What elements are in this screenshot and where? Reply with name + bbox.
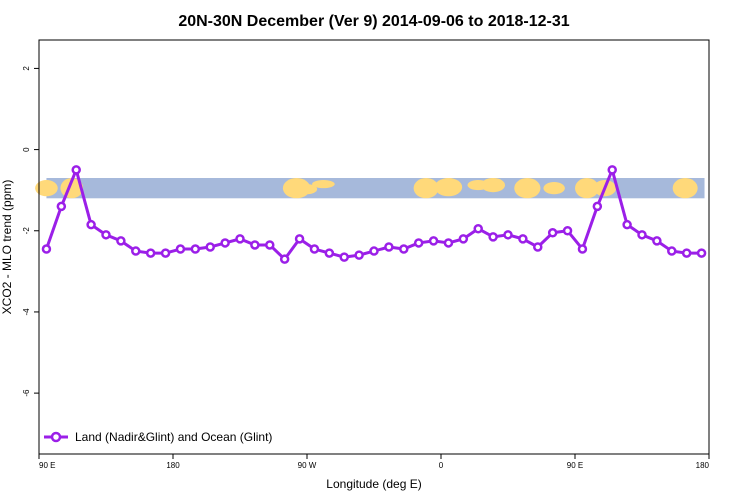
data-point — [101, 230, 111, 240]
map-land — [514, 178, 541, 199]
world-map-band — [35, 178, 705, 199]
data-point — [399, 244, 409, 254]
data-point — [41, 244, 52, 254]
series-layer — [41, 165, 707, 264]
data-point — [443, 238, 454, 248]
map-land — [481, 178, 506, 193]
data-point — [250, 240, 260, 250]
legend-marker-swatch — [50, 431, 62, 443]
data-point — [577, 244, 588, 254]
x-axis: 90 E 180 90 W 0 90 E 180 — [38, 454, 710, 470]
x-tick-label: 180 — [696, 461, 710, 470]
y-axis: 2 0 -2 -4 -6 — [22, 66, 39, 397]
data-point — [160, 248, 171, 258]
y-tick-label: -4 — [22, 308, 31, 316]
data-point — [309, 244, 320, 254]
map-land — [296, 184, 318, 195]
data-point — [488, 232, 498, 242]
data-point — [71, 165, 81, 175]
data-point — [279, 254, 290, 264]
data-point — [205, 242, 215, 252]
data-point — [428, 236, 439, 246]
data-point — [369, 246, 379, 256]
chart-title: 20N-30N December (Ver 9) 2014-09-06 to 2… — [178, 13, 569, 30]
y-tick-label: 2 — [22, 66, 31, 71]
data-point — [622, 219, 632, 230]
data-point — [235, 234, 245, 244]
data-point — [533, 242, 543, 252]
data-point — [607, 165, 617, 175]
map-land — [434, 178, 463, 197]
legend: Land (Nadir&Glint) and Ocean (Glint) — [44, 430, 272, 444]
data-point — [503, 230, 513, 240]
map-land — [672, 178, 698, 199]
data-point — [175, 244, 186, 254]
y-tick-label: -2 — [22, 227, 31, 235]
map-land — [543, 182, 565, 195]
data-point — [339, 252, 349, 262]
data-point — [592, 201, 603, 212]
x-tick-label: 90 E — [39, 461, 55, 470]
map-land — [413, 178, 439, 199]
data-point — [354, 250, 364, 260]
data-point — [473, 223, 483, 234]
legend-label: Land (Nadir&Glint) and Ocean (Glint) — [75, 430, 272, 444]
data-point — [294, 234, 305, 244]
data-point — [696, 248, 707, 258]
y-axis-label: XCO2 - MLO trend (ppm) — [0, 180, 14, 315]
data-point — [190, 244, 201, 254]
x-axis-label: Longitude (deg E) — [326, 477, 421, 491]
x-tick-label: 90 E — [567, 461, 583, 470]
x-tick-label: 90 W — [298, 461, 317, 470]
map-land — [575, 178, 599, 199]
map-land — [35, 180, 58, 197]
data-point — [681, 248, 692, 258]
data-point — [131, 246, 141, 256]
data-point — [265, 240, 275, 250]
data-point — [145, 248, 156, 258]
y-tick-label: 0 — [22, 147, 31, 152]
data-point — [116, 236, 126, 246]
data-point — [324, 248, 335, 258]
data-point — [652, 236, 662, 246]
data-point — [458, 234, 469, 244]
data-point — [667, 246, 677, 256]
map-land — [312, 180, 335, 189]
data-point — [637, 230, 647, 240]
data-point — [86, 219, 96, 230]
data-point — [413, 238, 424, 248]
x-tick-label: 0 — [439, 461, 444, 470]
x-tick-label: 180 — [166, 461, 180, 470]
data-point — [56, 201, 67, 212]
data-point — [518, 234, 528, 244]
data-point — [547, 228, 558, 238]
data-point — [562, 226, 573, 236]
y-tick-label: -6 — [22, 389, 31, 397]
map-ocean — [46, 178, 705, 199]
plot-frame — [38, 39, 710, 455]
data-point — [220, 238, 230, 248]
data-point — [384, 242, 394, 252]
